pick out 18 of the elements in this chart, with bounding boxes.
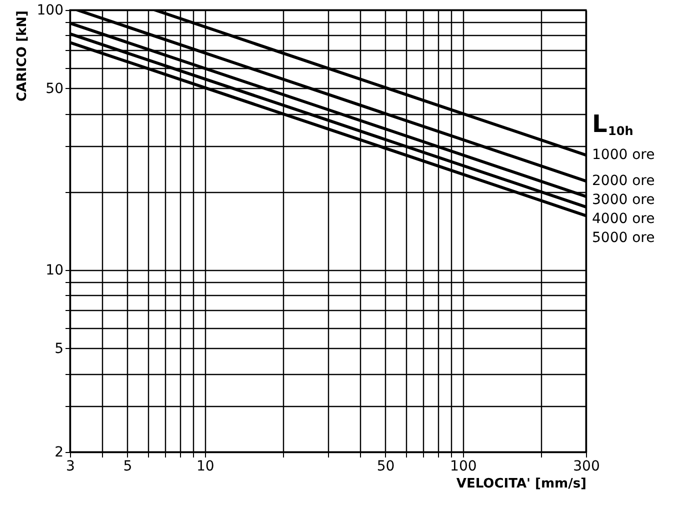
x-tick-label: 3: [66, 458, 75, 474]
series-label: 4000 ore: [592, 211, 655, 228]
y-tick-label: 100: [36, 2, 64, 18]
series-label: 3000 ore: [592, 192, 655, 208]
series-label: 2000 ore: [592, 173, 655, 190]
series-label: 5000 ore: [592, 230, 655, 246]
x-tick-label: 10: [196, 458, 214, 474]
y-tick-label: 10: [46, 262, 64, 279]
series-label: 1000 ore: [592, 147, 655, 164]
x-axis-title: VELOCITA' [mm/s]: [456, 476, 586, 492]
y-tick-label: 2: [54, 444, 64, 460]
x-tick-label: 100: [450, 458, 477, 474]
x-tick-label: 50: [376, 458, 395, 474]
x-tick-label: 5: [123, 458, 132, 474]
x-tick-label: 300: [573, 458, 600, 474]
y-tick-label: 5: [54, 340, 64, 357]
y-axis-title: CARICO [kN]: [14, 10, 30, 102]
y-tick-label: 50: [46, 80, 64, 97]
